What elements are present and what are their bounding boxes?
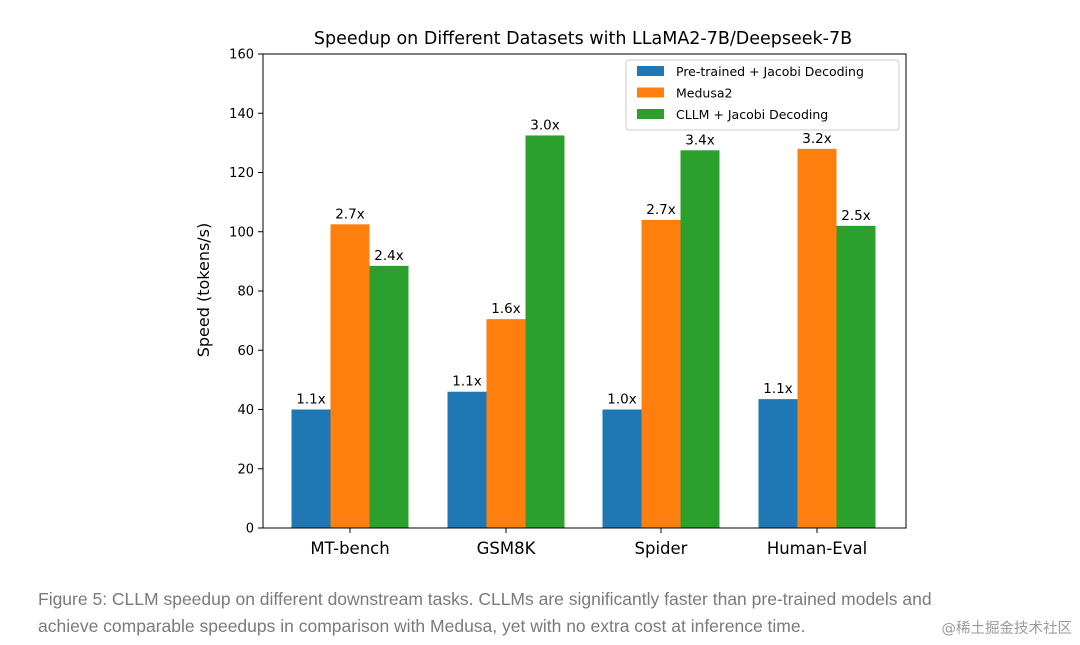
bar-2-3 xyxy=(836,225,876,528)
bar-value-label: 2.7x xyxy=(646,202,675,218)
legend: Pre-trained + Jacobi Decoding Medusa2 CLLM… xyxy=(625,59,900,131)
bar-0-2 xyxy=(602,409,642,528)
bar-value-label: 1.1x xyxy=(296,392,325,408)
legend-swatch xyxy=(637,87,664,98)
bar-0-1 xyxy=(447,391,487,528)
bar-1-2 xyxy=(641,219,681,528)
x-tick-label: GSM8K xyxy=(477,539,537,558)
bars-layer xyxy=(291,135,876,529)
bar-value-label: 1.1x xyxy=(452,374,481,390)
bar-value-label: 3.4x xyxy=(685,132,714,148)
caption-line-1: Figure 5: CLLM speedup on different down… xyxy=(38,589,932,609)
y-tick-label: 80 xyxy=(237,285,254,300)
bar-2-2 xyxy=(680,150,720,528)
legend-label: Medusa2 xyxy=(676,86,732,101)
y-tick-label: 120 xyxy=(229,166,254,181)
bar-2-1 xyxy=(525,135,565,528)
y-tick-label: 60 xyxy=(237,344,254,359)
bar-0-0 xyxy=(291,409,331,528)
bar-labels-layer: 1.1x 1.1x 1.0x 1.1x 2.7x 1.6x 2.7x 3.2x 2.4x 3.0x… xyxy=(296,117,870,407)
bar-2-0 xyxy=(369,265,409,528)
bar-1-3 xyxy=(797,148,837,529)
y-tick-label: 100 xyxy=(229,225,254,240)
speedup-bar-chart: Speedup on Different Datasets with LLaMA… xyxy=(194,29,907,558)
plot-frame xyxy=(262,53,907,529)
legend-swatch xyxy=(637,109,664,119)
y-tick-label: 20 xyxy=(237,462,254,477)
y-tick-label: 40 xyxy=(237,403,254,418)
legend-label: CLLM + Jacobi Decoding xyxy=(676,107,828,122)
x-tick-label: Human-Eval xyxy=(767,539,867,558)
legend-label: Pre-trained + Jacobi Decoding xyxy=(676,64,864,79)
bar-1-0 xyxy=(330,224,370,528)
bar-value-label: 3.2x xyxy=(802,131,831,147)
caption-line-2: achieve comparable speedups in compariso… xyxy=(38,616,806,636)
y-axis-ticks: 0 20 40 60 80 100 120 140 160 xyxy=(229,48,263,537)
legend-box xyxy=(625,59,900,131)
watermark: @稀土掘金技术社区 xyxy=(941,621,1073,637)
chart-title: Speedup on Different Datasets with LLaMA… xyxy=(314,29,852,49)
y-tick-label: 140 xyxy=(229,107,254,122)
bar-value-label: 3.0x xyxy=(530,117,559,133)
bar-value-label: 1.0x xyxy=(607,392,636,408)
x-tick-label: Spider xyxy=(635,539,688,558)
x-axis-ticks: MT-bench GSM8K Spider Human-Eval xyxy=(310,528,867,558)
bar-value-label: 1.6x xyxy=(491,301,520,317)
bar-0-3 xyxy=(758,399,798,528)
bar-value-label: 2.4x xyxy=(374,248,403,264)
legend-swatch xyxy=(637,66,664,76)
y-axis-label: Speed (tokens/s) xyxy=(194,223,213,358)
y-tick-label: 0 xyxy=(246,522,254,537)
figure-caption: Figure 5: CLLM speedup on different down… xyxy=(38,586,1058,640)
bar-1-1 xyxy=(486,319,526,528)
bar-value-label: 2.7x xyxy=(335,206,364,222)
bar-value-label: 2.5x xyxy=(841,208,870,224)
y-tick-label: 160 xyxy=(229,48,254,63)
x-tick-label: MT-bench xyxy=(310,539,389,558)
bar-value-label: 1.1x xyxy=(763,381,792,397)
